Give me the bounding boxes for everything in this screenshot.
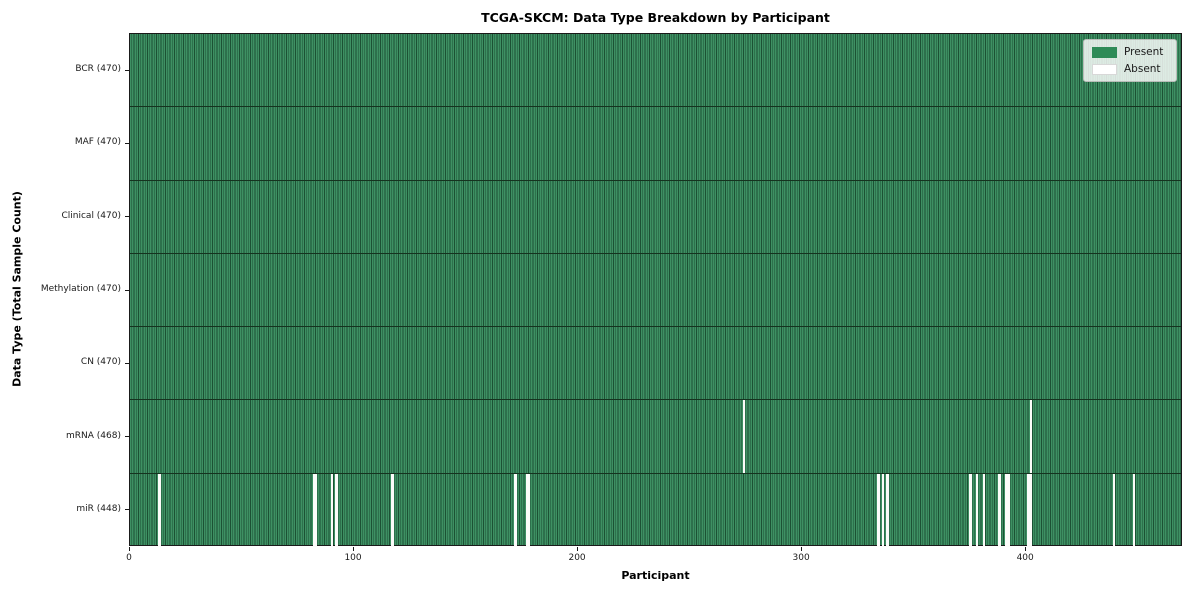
chart-title: TCGA-SKCM: Data Type Breakdown by Partic… bbox=[481, 10, 830, 25]
x-tick-label: 0 bbox=[126, 553, 132, 563]
absent-stripe bbox=[335, 473, 338, 547]
absent-stripe bbox=[742, 400, 746, 473]
absent-stripe bbox=[314, 473, 318, 547]
absent-stripe bbox=[975, 473, 979, 547]
absent-stripe bbox=[998, 473, 1001, 547]
heatmap-row-cn bbox=[130, 327, 1181, 401]
absent-stripe bbox=[1132, 473, 1136, 547]
x-tick-mark bbox=[1025, 547, 1027, 551]
y-tick-mark bbox=[125, 289, 129, 291]
absent-stripe bbox=[1029, 400, 1033, 473]
x-tick-mark bbox=[577, 547, 579, 551]
absent-stripe bbox=[969, 473, 972, 547]
y-tick-mark bbox=[125, 69, 129, 71]
absent-stripe bbox=[982, 473, 986, 547]
x-tick-mark bbox=[353, 547, 355, 551]
y-tick-label: BCR (470) bbox=[75, 64, 121, 75]
x-tick-label: 300 bbox=[792, 553, 810, 563]
legend: Present Absent bbox=[1083, 39, 1177, 82]
absent-stripe bbox=[312, 473, 316, 547]
absent-stripe bbox=[514, 473, 517, 547]
x-tick-label: 400 bbox=[1016, 553, 1034, 563]
absent-stripe bbox=[1112, 473, 1116, 547]
absent-stripe bbox=[391, 473, 394, 547]
legend-entry-present: Present bbox=[1092, 46, 1168, 58]
y-tick-label: mRNA (468) bbox=[66, 430, 121, 441]
y-tick-mark bbox=[125, 509, 129, 511]
heatmap-row-maf bbox=[130, 107, 1181, 181]
present-swatch-icon bbox=[1092, 46, 1117, 58]
absent-stripe bbox=[1007, 473, 1010, 547]
absent-stripe bbox=[1005, 473, 1008, 547]
legend-label: Absent bbox=[1124, 63, 1161, 75]
y-tick-label: Clinical (470) bbox=[61, 210, 121, 221]
absent-swatch-icon bbox=[1092, 63, 1117, 75]
absent-stripe bbox=[877, 473, 880, 547]
absent-stripe bbox=[886, 473, 889, 547]
legend-label: Present bbox=[1124, 46, 1164, 58]
heatmap-row-mrna bbox=[130, 400, 1181, 474]
heatmap-row-bcr bbox=[130, 34, 1181, 108]
x-tick-label: 200 bbox=[568, 553, 586, 563]
legend-entry-absent: Absent bbox=[1092, 63, 1168, 75]
x-tick-mark bbox=[801, 547, 803, 551]
absent-stripe bbox=[158, 473, 161, 547]
y-tick-mark bbox=[125, 216, 129, 218]
y-tick-label: MAF (470) bbox=[74, 137, 121, 148]
x-axis-title: Participant bbox=[621, 569, 690, 582]
y-tick-label: CN (470) bbox=[80, 357, 121, 368]
x-tick-mark bbox=[129, 547, 130, 551]
y-tick-mark bbox=[125, 142, 129, 144]
absent-stripe bbox=[881, 473, 885, 547]
y-tick-label: Methylation (470) bbox=[40, 284, 121, 294]
absent-stripe bbox=[525, 473, 529, 547]
heatmap-row-methylation bbox=[130, 254, 1181, 328]
absent-stripe bbox=[527, 473, 531, 547]
plot-area bbox=[129, 33, 1182, 547]
x-tick-label: 100 bbox=[344, 553, 362, 563]
heatmap-row-mir bbox=[130, 473, 1181, 547]
absent-stripe bbox=[330, 473, 334, 547]
absent-stripe bbox=[1029, 473, 1033, 547]
y-tick-mark bbox=[125, 436, 129, 438]
y-tick-label: miR (448) bbox=[76, 503, 121, 514]
y-tick-mark bbox=[125, 362, 129, 364]
absent-stripe bbox=[1027, 473, 1030, 547]
heatmap-row-clinical bbox=[130, 181, 1181, 254]
